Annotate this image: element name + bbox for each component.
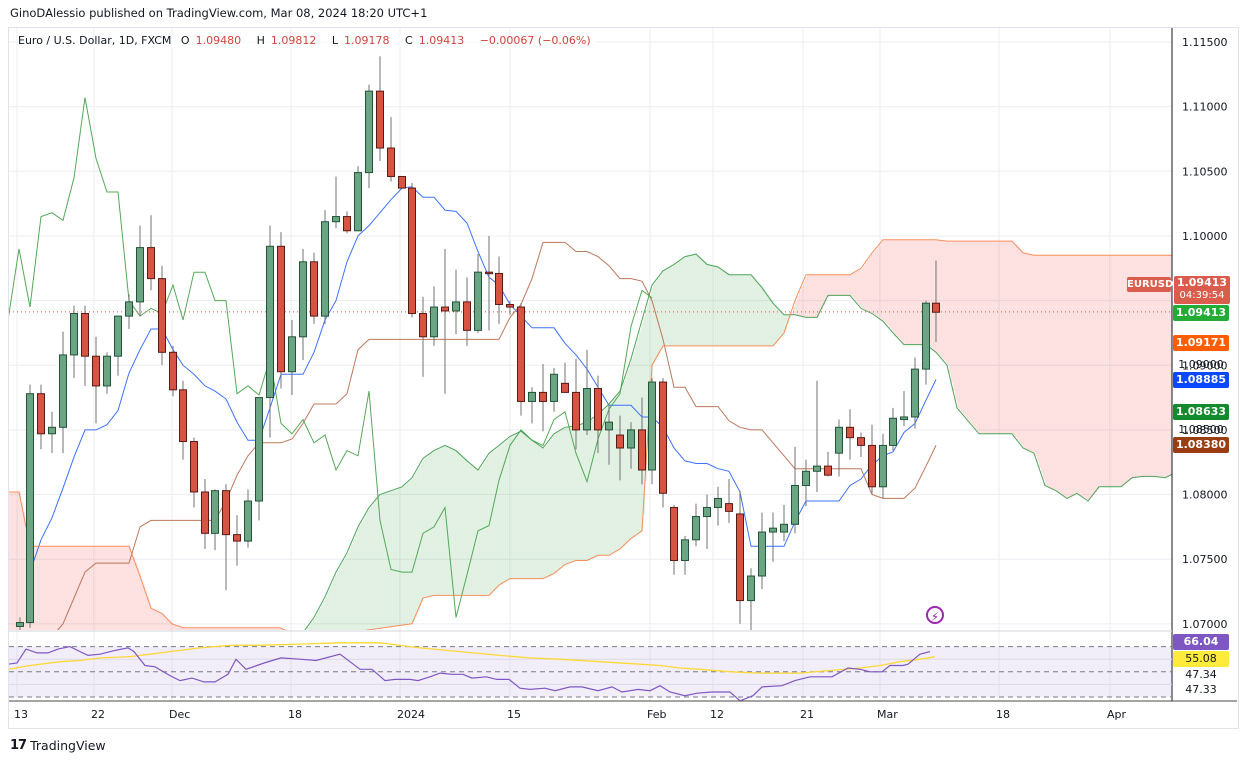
lagging-span-tag: 1.08380	[1173, 437, 1229, 453]
svg-text:1.10500: 1.10500	[1182, 165, 1228, 178]
ohlc-close: C 1.09413	[405, 34, 465, 47]
svg-text:21: 21	[800, 708, 814, 721]
bar-countdown: 04:39:54	[1179, 290, 1225, 301]
ohlc-high: H 1.09812	[256, 34, 317, 47]
svg-text:1.08000: 1.08000	[1182, 489, 1228, 502]
symbol-tag: EURUSD	[1127, 277, 1174, 292]
svg-text:1.07000: 1.07000	[1182, 618, 1228, 631]
rsi-level-a: 47.34	[1185, 668, 1217, 681]
brand-name: TradingView	[30, 738, 106, 753]
svg-text:1.08500: 1.08500	[1182, 424, 1228, 437]
chart-frame	[8, 27, 1239, 729]
svg-text:1.10000: 1.10000	[1182, 230, 1228, 243]
rsi-value-tag: 66.04	[1173, 634, 1229, 650]
svg-text:1.11500: 1.11500	[1182, 36, 1228, 49]
svg-text:13: 13	[14, 708, 28, 721]
lightning-icon[interactable]: ⚡	[926, 606, 944, 624]
svg-text:Dec: Dec	[169, 708, 190, 721]
svg-text:18: 18	[288, 708, 302, 721]
svg-text:22: 22	[91, 708, 105, 721]
last-price-tag: 1.09413 04:39:54	[1174, 276, 1230, 304]
axis-label-1-09000: 1.09000	[1178, 358, 1224, 371]
svg-text:1.11000: 1.11000	[1182, 101, 1228, 114]
svg-text:Mar: Mar	[877, 708, 898, 721]
svg-text:12: 12	[710, 708, 724, 721]
rsi-ma-tag: 55.08	[1173, 651, 1229, 667]
publisher-line: GinoDAlessio published on TradingView.co…	[10, 6, 428, 20]
footer-brand: 17 TradingView	[10, 738, 106, 753]
svg-text:1.07500: 1.07500	[1182, 553, 1228, 566]
kijun-tag: 1.08885	[1173, 372, 1229, 388]
symbol-name[interactable]: Euro / U.S. Dollar, 1D, FXCM	[18, 34, 172, 47]
rsi-level-b: 47.33	[1185, 683, 1217, 696]
svg-text:Feb: Feb	[647, 708, 666, 721]
svg-text:Apr: Apr	[1107, 708, 1127, 721]
svg-text:2024: 2024	[397, 708, 425, 721]
svg-text:1.09000: 1.09000	[1182, 359, 1228, 372]
ohlc-change: −0.00067 (−0.06%)	[479, 34, 591, 47]
senkou-b-tag: 1.09171	[1173, 335, 1229, 351]
svg-text:15: 15	[507, 708, 521, 721]
svg-text:18: 18	[996, 708, 1010, 721]
ohlc-low: L 1.09178	[331, 34, 390, 47]
axis-label-1-08500: 1.08500	[1178, 423, 1224, 436]
price-tag-1-09413: 1.09413	[1173, 305, 1229, 321]
tradingview-logo-icon: 17	[10, 738, 27, 753]
senkou-a-tag: 1.08633	[1173, 404, 1229, 420]
ohlc-open: O 1.09480	[180, 34, 242, 47]
